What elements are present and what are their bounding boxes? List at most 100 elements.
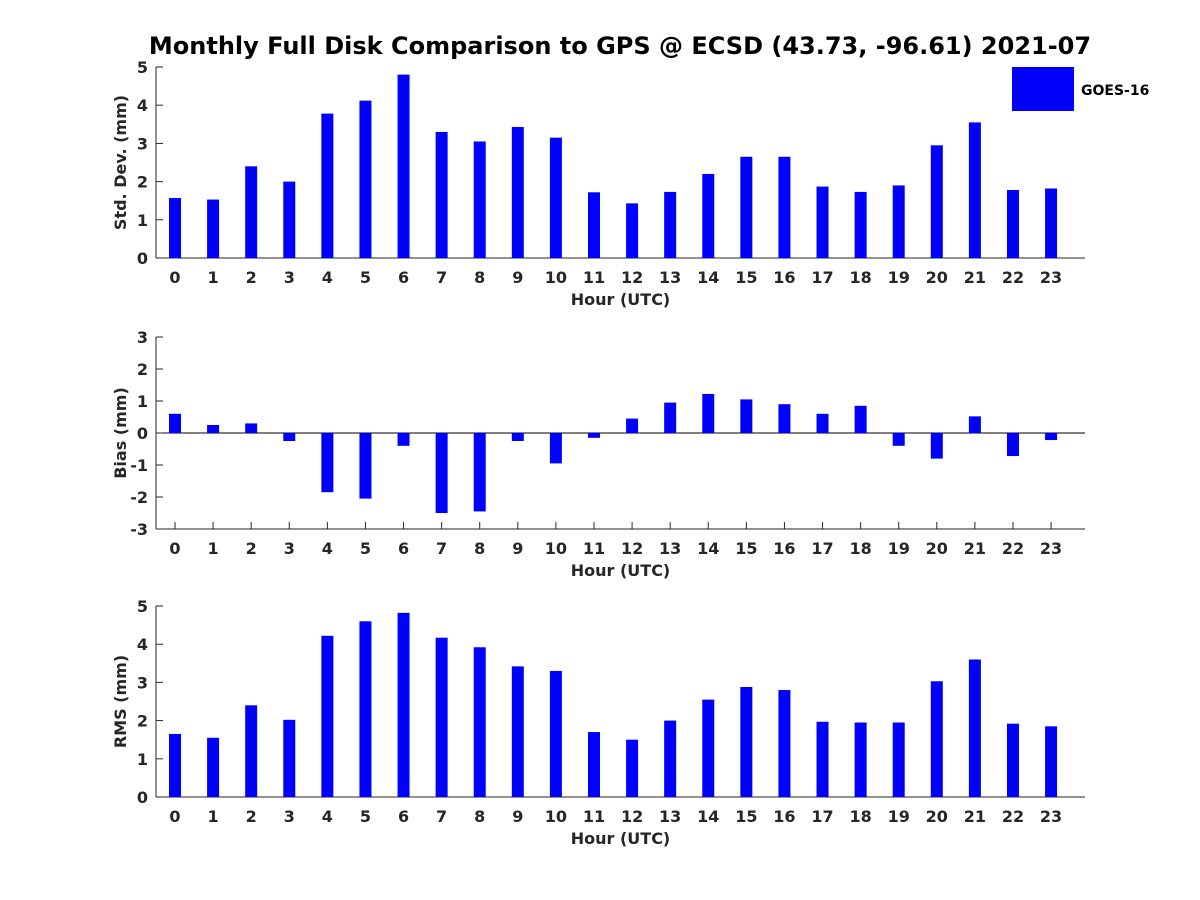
bar-hour-18 [854, 191, 867, 258]
x-tick-label: 6 [398, 807, 409, 826]
x-tick-label: 19 [888, 539, 910, 558]
x-tick-label: 21 [964, 539, 986, 558]
x-tick-label: 23 [1040, 268, 1062, 287]
bar-hour-2 [245, 705, 258, 797]
x-tick-label: 14 [697, 539, 719, 558]
x-tick-label: 17 [811, 268, 833, 287]
bar-hour-9 [511, 666, 524, 797]
y-tick-label: 1 [137, 750, 148, 769]
bar-hour-18 [854, 722, 867, 797]
x-tick-label: 3 [284, 539, 295, 558]
y-tick-label: 1 [137, 392, 148, 411]
x-tick-label: 15 [735, 268, 757, 287]
bar-hour-10 [549, 137, 562, 258]
x-tick-label: 17 [811, 807, 833, 826]
bar-hour-4 [321, 113, 334, 258]
y-tick-label: 2 [137, 173, 148, 192]
bar-hour-3 [283, 719, 296, 797]
bar-hour-0 [169, 198, 181, 258]
x-tick-label: 19 [888, 807, 910, 826]
bar-hour-8 [473, 647, 486, 797]
x-tick-label: 7 [436, 268, 447, 287]
bar-hour-19 [892, 722, 905, 797]
bar-hour-3 [283, 181, 296, 258]
x-tick-label: 16 [773, 268, 795, 287]
bar-hour-17 [816, 413, 829, 433]
y-tick-label: -2 [130, 488, 148, 507]
x-tick-label: 3 [284, 807, 295, 826]
x-tick-label: 22 [1002, 268, 1024, 287]
x-axis-label: Hour (UTC) [571, 829, 671, 848]
bar-hour-2 [245, 166, 258, 258]
x-tick-label: 6 [398, 539, 409, 558]
x-axis-label: Hour (UTC) [571, 290, 671, 309]
y-tick-label: 0 [137, 249, 148, 268]
x-tick-label: 18 [849, 268, 871, 287]
x-tick-label: 3 [284, 268, 295, 287]
x-tick-label: 15 [735, 539, 757, 558]
bar-hour-15 [740, 399, 753, 433]
figure-title: Monthly Full Disk Comparison to GPS @ EC… [149, 32, 1091, 60]
bar-hour-16 [778, 404, 791, 433]
bar-hour-0 [169, 413, 181, 433]
bar-hour-20 [930, 681, 943, 797]
x-tick-label: 4 [322, 539, 333, 558]
x-tick-label: 0 [169, 268, 180, 287]
bar-hour-14 [702, 173, 715, 258]
y-tick-label: 4 [137, 96, 148, 115]
y-tick-label: 3 [137, 673, 148, 692]
bar-hour-5 [359, 433, 372, 499]
x-tick-label: 0 [169, 539, 180, 558]
y-axis-label: Std. Dev. (mm) [111, 95, 130, 230]
x-tick-label: 4 [322, 268, 333, 287]
bar-hour-22 [1006, 433, 1019, 457]
bar-hour-14 [702, 393, 715, 433]
bar-hour-3 [283, 433, 296, 441]
x-tick-label: 23 [1040, 539, 1062, 558]
x-tick-label: 22 [1002, 539, 1024, 558]
y-axis-label: Bias (mm) [111, 387, 130, 479]
bar-hour-15 [740, 156, 753, 258]
x-tick-label: 23 [1040, 807, 1062, 826]
x-tick-label: 15 [735, 807, 757, 826]
x-tick-label: 21 [964, 268, 986, 287]
bar-hour-23 [1045, 188, 1058, 258]
bar-hour-13 [664, 720, 677, 797]
bar-hour-12 [626, 739, 639, 797]
bar-hour-8 [473, 433, 486, 512]
y-tick-label: 2 [137, 712, 148, 731]
y-tick-label: -1 [130, 456, 148, 475]
x-tick-label: 22 [1002, 807, 1024, 826]
bar-hour-16 [778, 156, 791, 258]
bar-hour-4 [321, 635, 334, 797]
bar-hour-8 [473, 141, 486, 258]
x-tick-label: 8 [474, 268, 485, 287]
bar-hour-19 [892, 185, 905, 258]
y-tick-label: 1 [137, 211, 148, 230]
x-axis-label: Hour (UTC) [571, 561, 671, 580]
x-tick-label: 5 [360, 539, 371, 558]
x-tick-label: 20 [926, 539, 948, 558]
bar-hour-7 [435, 637, 448, 797]
x-tick-label: 10 [545, 539, 567, 558]
bar-hour-2 [245, 423, 258, 433]
x-tick-label: 13 [659, 268, 681, 287]
x-tick-label: 1 [208, 539, 219, 558]
y-tick-label: -3 [130, 520, 148, 539]
x-tick-label: 7 [436, 539, 447, 558]
x-tick-label: 9 [512, 807, 523, 826]
bar-hour-11 [587, 732, 600, 797]
x-tick-label: 12 [621, 807, 643, 826]
bar-hour-11 [587, 192, 600, 258]
x-tick-label: 18 [849, 807, 871, 826]
x-tick-label: 20 [926, 807, 948, 826]
x-tick-label: 20 [926, 268, 948, 287]
x-tick-label: 9 [512, 268, 523, 287]
y-tick-label: 5 [137, 597, 148, 616]
x-tick-label: 13 [659, 807, 681, 826]
x-tick-label: 13 [659, 539, 681, 558]
bar-hour-19 [892, 433, 905, 446]
